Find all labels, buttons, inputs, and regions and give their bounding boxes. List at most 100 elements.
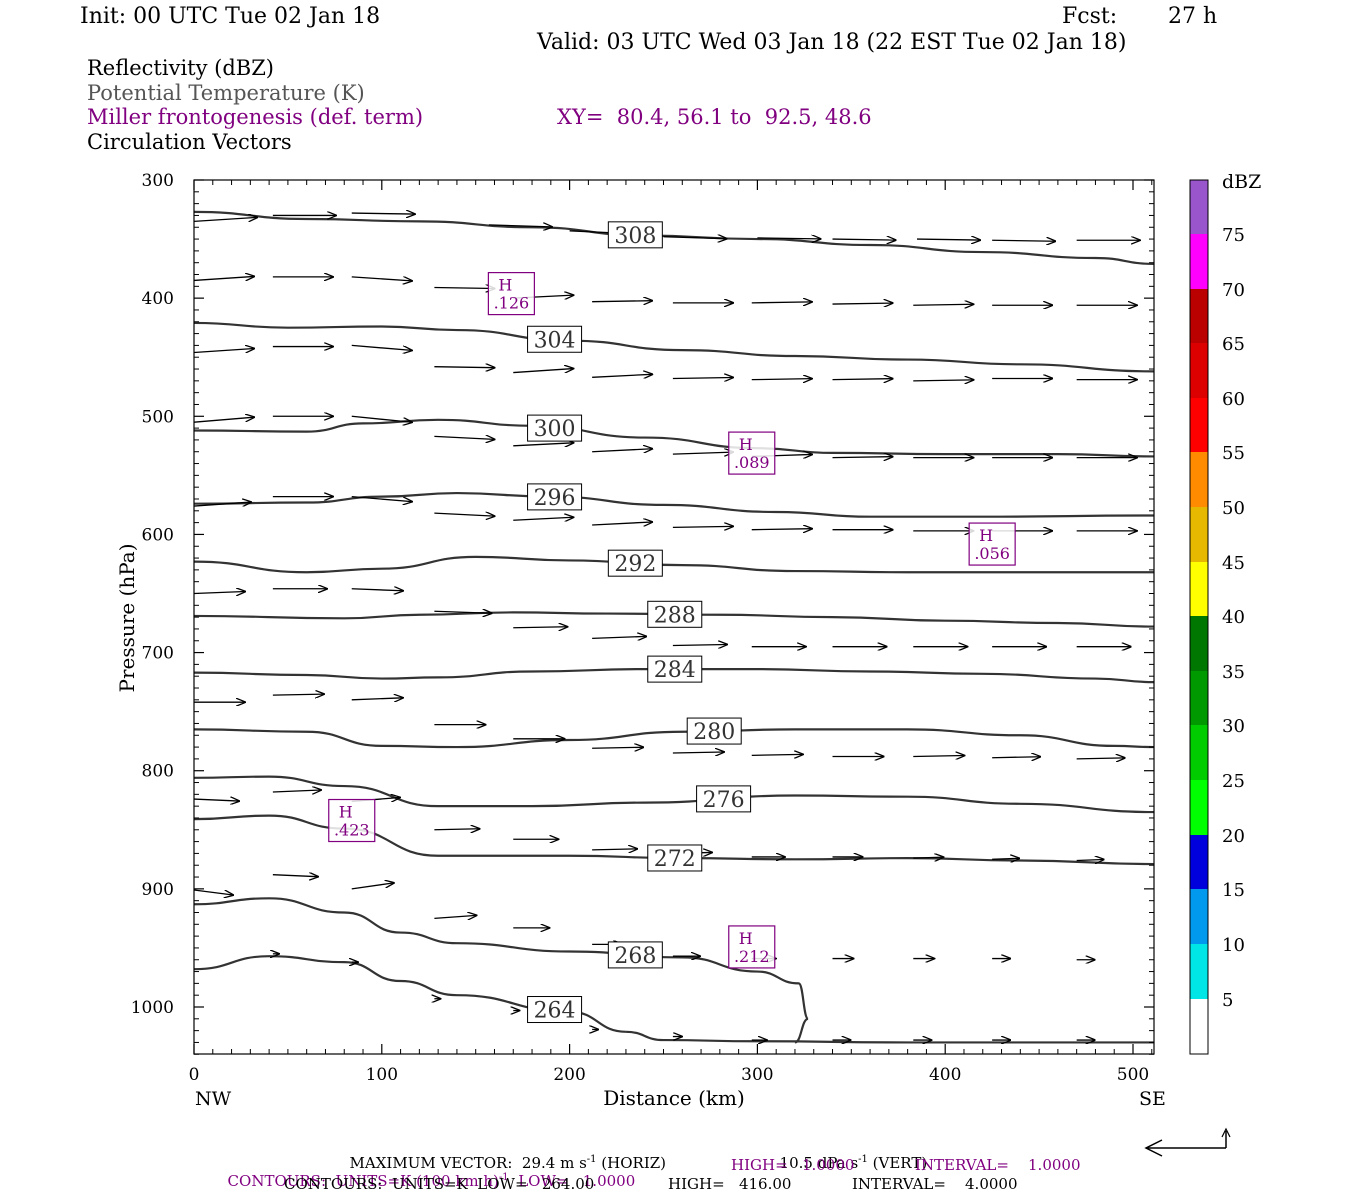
svg-text:.056: .056 — [974, 544, 1010, 563]
footer-frontogenesis-interval: INTERVAL= 1.0000 — [915, 1156, 1081, 1174]
contour-label-300: 300 — [527, 414, 583, 442]
cross-section-endpoints: XY= 80.4, 56.1 to 92.5, 48.6 — [557, 105, 872, 129]
y-axis-title: Pressure (hPa) — [115, 544, 139, 693]
colorbar-label: 25 — [1222, 771, 1245, 792]
contour-label-276: 276 — [696, 785, 752, 813]
contour-label-308: 308 — [607, 221, 663, 249]
colorbar-label: 40 — [1222, 607, 1245, 628]
colorbar-label: 60 — [1222, 389, 1245, 410]
colorbar-swatch — [1190, 725, 1208, 780]
circulation-vector — [672, 752, 724, 753]
theta-contour-280 — [193, 728, 1155, 749]
circulation-vector — [193, 217, 257, 222]
circulation-vector — [513, 517, 573, 520]
svg-text:.126: .126 — [494, 294, 530, 313]
svg-text:292: 292 — [614, 552, 656, 577]
y-tick-label: 400 — [142, 289, 174, 309]
x-right-label: SE — [1139, 1088, 1166, 1110]
svg-text:.212: .212 — [734, 947, 770, 966]
svg-text:.089: .089 — [734, 453, 770, 472]
colorbar-frame — [1189, 179, 1209, 1055]
colorbar-label: 70 — [1222, 280, 1245, 301]
y-tick-label: 800 — [142, 762, 174, 782]
y-tick-label: 600 — [142, 525, 174, 545]
colorbar-swatch — [1190, 999, 1208, 1054]
colorbar-swatch — [1190, 507, 1208, 562]
circulation-vector — [592, 849, 637, 850]
circulation-vector — [488, 225, 552, 227]
legend-theta: Potential Temperature (K) — [87, 81, 365, 105]
colorbar-swatch — [1190, 889, 1208, 944]
svg-text:264: 264 — [534, 999, 576, 1024]
colorbar-swatch — [1190, 562, 1208, 616]
x-tick-label: 0 — [189, 1065, 200, 1085]
circulation-vector — [513, 369, 573, 374]
circulation-vector — [193, 592, 245, 594]
circulation-vector — [1076, 758, 1125, 759]
y-tick-label: 1000 — [131, 998, 174, 1018]
circulation-vector — [513, 443, 573, 446]
x-axis-title: Distance (km) — [603, 1086, 745, 1110]
svg-text:308: 308 — [614, 224, 656, 249]
circulation-vector — [434, 367, 494, 368]
x-tick-label: 500 — [1117, 1065, 1149, 1085]
circulation-vector — [672, 644, 727, 645]
circulation-vector — [272, 790, 321, 792]
circulation-vector — [193, 417, 254, 423]
colorbar-label: 10 — [1222, 935, 1245, 956]
frontogenesis-maximum: H.212 — [728, 925, 776, 969]
svg-text:H: H — [498, 276, 512, 295]
footer-max-vert: 10.5 dPa s-1 (VERT) — [779, 1154, 928, 1172]
colorbar-label: 5 — [1222, 990, 1233, 1011]
circulation-vector — [434, 829, 479, 830]
circulation-vector — [913, 857, 943, 858]
footer-theta-high: HIGH= 416.00 — [668, 1175, 792, 1193]
svg-text:H: H — [739, 929, 753, 948]
contour-label-296: 296 — [527, 483, 583, 511]
circulation-vector — [272, 875, 318, 877]
circulation-vector — [434, 436, 494, 439]
frontogenesis-maximum: H.126 — [487, 271, 535, 316]
colorbar-swatch — [1190, 343, 1208, 398]
circulation-vector — [351, 415, 412, 422]
x-tick-label: 200 — [553, 1065, 585, 1085]
legend-frontogenesis: Miller frontogenesis (def. term) — [87, 105, 424, 129]
y-tick-label: 900 — [142, 880, 174, 900]
contour-label-280: 280 — [686, 717, 742, 745]
forecast-hour: 27 h — [1168, 4, 1218, 29]
circulation-vector — [832, 379, 893, 380]
circulation-vector — [592, 747, 643, 748]
svg-text:276: 276 — [703, 788, 745, 813]
circulation-vector — [913, 756, 964, 757]
circulation-vector — [351, 213, 415, 214]
svg-text:268: 268 — [614, 944, 656, 969]
circulation-vector — [992, 757, 1040, 758]
theta-contour-308 — [193, 210, 1155, 265]
svg-text:296: 296 — [534, 486, 576, 511]
colorbar-label: 15 — [1222, 880, 1245, 901]
circulation-vector — [913, 304, 973, 305]
svg-text:H: H — [339, 803, 353, 822]
theta-contour-268 — [193, 897, 810, 1044]
circulation-vector — [592, 449, 652, 452]
circulation-vector — [757, 238, 820, 239]
circulation-vector — [672, 452, 733, 454]
circulation-vector — [917, 239, 980, 240]
circulation-vector — [351, 883, 394, 890]
svg-text:H: H — [979, 526, 993, 545]
x-tick-label: 300 — [741, 1065, 773, 1085]
circulation-vector — [351, 495, 412, 502]
contour-label-264: 264 — [527, 996, 583, 1024]
legend-reflectivity: Reflectivity (dBZ) — [87, 56, 275, 80]
colorbar-label: 55 — [1222, 443, 1245, 464]
circulation-vector — [992, 240, 1055, 241]
colorbar-swatch — [1190, 398, 1208, 452]
colorbar-swatch — [1190, 944, 1208, 999]
circulation-vector — [592, 522, 652, 525]
circulation-vector — [434, 611, 491, 613]
svg-text:272: 272 — [654, 847, 696, 872]
contour-label-304: 304 — [527, 325, 583, 353]
svg-text:300: 300 — [534, 417, 576, 442]
y-tick-label: 700 — [142, 644, 174, 664]
